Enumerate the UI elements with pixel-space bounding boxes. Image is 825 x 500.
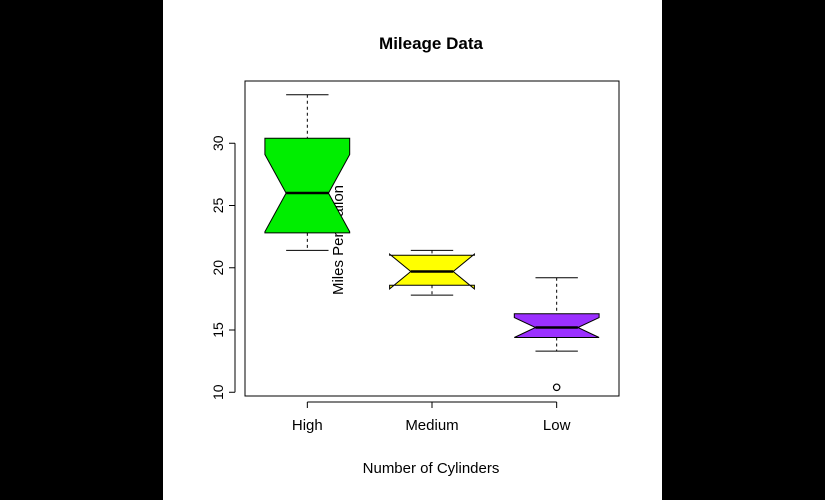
x-axis: High Medium Low bbox=[292, 401, 571, 434]
box-body-low bbox=[513, 313, 600, 338]
y-tick-label-10: 10 bbox=[210, 384, 226, 400]
chart-canvas: Mileage Data Number of Cylinders Miles P… bbox=[163, 0, 662, 500]
box-medium bbox=[389, 249, 475, 296]
boxplot-chart: Mileage Data Number of Cylinders Miles P… bbox=[210, 34, 620, 477]
outlier-point-low-0 bbox=[552, 383, 561, 392]
plot-frame bbox=[244, 80, 620, 397]
chart-title: Mileage Data bbox=[379, 34, 483, 53]
box-series bbox=[264, 94, 600, 392]
x-tick-label-low: Low bbox=[543, 417, 571, 434]
y-tick-label-25: 25 bbox=[210, 198, 226, 214]
y-tick-label-15: 15 bbox=[210, 322, 226, 338]
y-axis: 10 15 20 25 30 bbox=[210, 135, 236, 400]
box-low bbox=[513, 277, 600, 392]
y-tick-label-20: 20 bbox=[210, 260, 226, 276]
box-high bbox=[264, 94, 351, 251]
x-axis-label: Number of Cylinders bbox=[363, 460, 500, 477]
x-tick-label-medium: Medium bbox=[405, 417, 458, 434]
box-body-high bbox=[264, 137, 351, 234]
x-tick-label-high: High bbox=[292, 417, 323, 434]
y-tick-label-30: 30 bbox=[210, 135, 226, 151]
